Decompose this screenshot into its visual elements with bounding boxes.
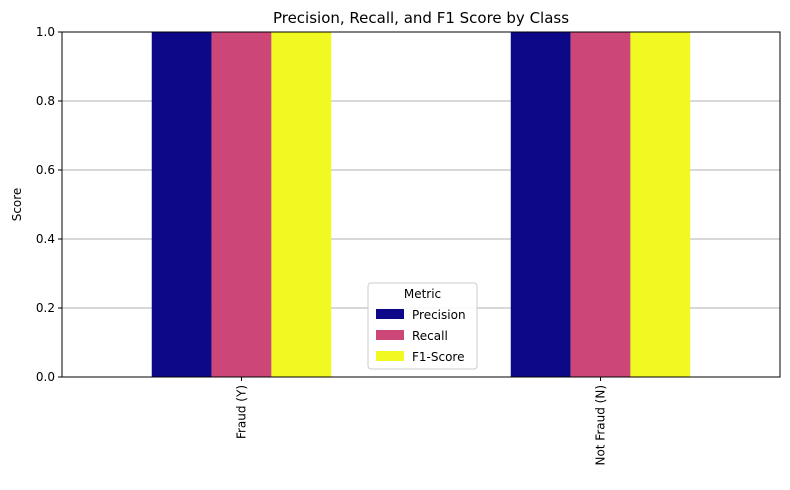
legend-entry: F1-Score	[412, 350, 464, 364]
legend-entry: Recall	[412, 329, 448, 343]
bar-recall-1	[570, 32, 631, 377]
x-axis: Fraud (Y) Not Fraud (N)	[235, 377, 608, 466]
y-tick-label: 0.6	[36, 163, 55, 177]
bar-precision-0	[151, 32, 212, 377]
y-tick-label: 0.2	[36, 301, 55, 315]
y-tick-label: 1.0	[36, 25, 55, 39]
y-tick-label: 0.4	[36, 232, 55, 246]
legend-swatch	[376, 309, 404, 319]
y-tick-label: 0.8	[36, 94, 55, 108]
bar-f1-score-0	[271, 32, 332, 377]
legend: Metric Precision Recall F1-Score	[367, 282, 478, 370]
chart-title: Precision, Recall, and F1 Score by Class	[273, 9, 569, 27]
x-tick-label: Not Fraud (N)	[594, 385, 608, 466]
legend-title: Metric	[404, 287, 441, 301]
y-tick-label: 0.0	[36, 370, 55, 384]
bars	[151, 32, 691, 377]
legend-swatch	[376, 330, 404, 340]
legend-swatch	[376, 351, 404, 361]
x-tick-label: Fraud (Y)	[235, 385, 249, 439]
legend-box	[367, 282, 478, 370]
bar-recall-0	[211, 32, 272, 377]
bar-f1-score-1	[630, 32, 691, 377]
plot-area	[61, 31, 781, 378]
y-axis: 0.0 0.2 0.4 0.6 0.8 1.0	[36, 25, 62, 384]
y-axis-label: Score	[10, 188, 24, 222]
legend-entry: Precision	[412, 308, 466, 322]
bar-precision-1	[510, 32, 571, 377]
